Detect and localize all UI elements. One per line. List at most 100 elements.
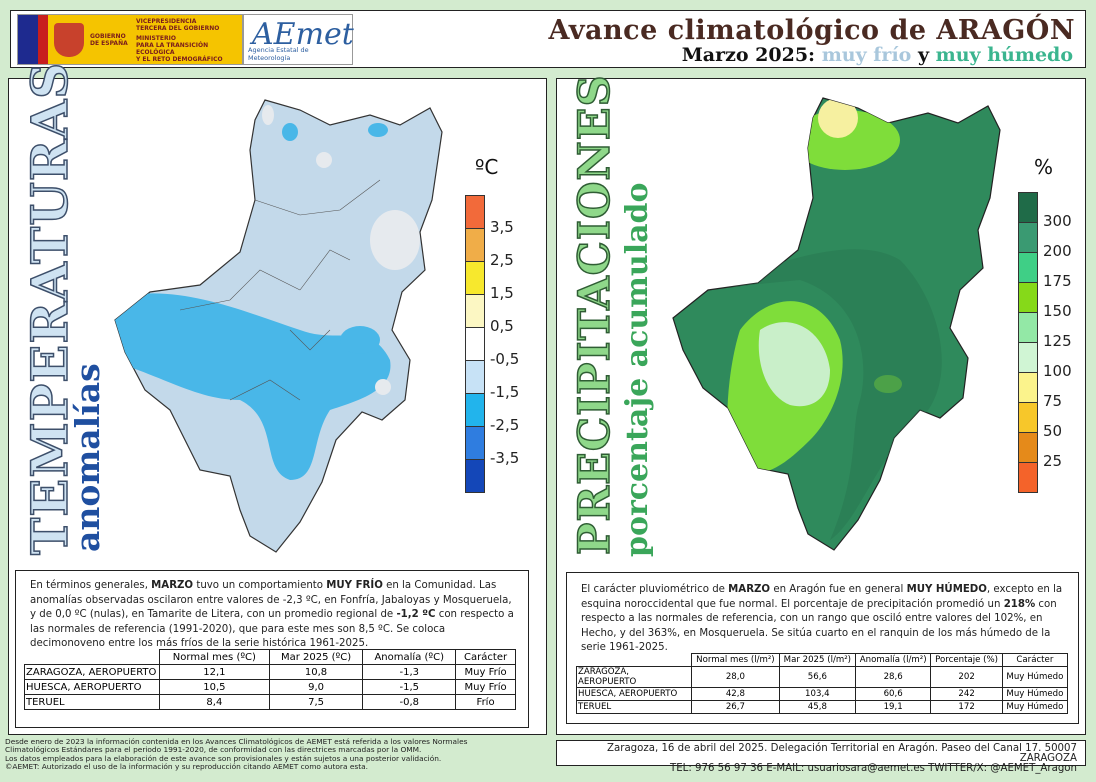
table-cell: Muy Húmedo <box>1001 687 1069 701</box>
contact-footer: Zaragoza, 16 de abril del 2025. Delegaci… <box>556 740 1086 774</box>
table-cell: -1,3 <box>362 664 457 680</box>
ministry-text: VICEPRESIDENCIA TERCERA DEL GOBIERNO MIN… <box>136 18 241 63</box>
table-cell: 172 <box>930 700 1003 714</box>
table-cell: 7,5 <box>268 694 364 710</box>
page-title: Avance climatológico de ARAGÓN <box>548 15 1075 46</box>
table-header: Porcentaje (%) <box>930 653 1003 667</box>
table-cell: 10,5 <box>159 679 270 695</box>
footnote: Desde enero de 2023 la información conte… <box>5 737 468 746</box>
ministry-line: MINISTERIO <box>136 35 176 42</box>
table-cell: 202 <box>930 666 1003 688</box>
legend-swatch <box>465 228 485 262</box>
legend-label: 3,5 <box>490 218 514 236</box>
table-cell: Muy Húmedo <box>1001 666 1069 688</box>
table-cell: 9,0 <box>268 679 364 695</box>
footnote: Los datos empleados para la elaboración … <box>5 753 442 763</box>
table-cell: 12,1 <box>159 664 270 680</box>
table-cell: 19,1 <box>854 700 932 714</box>
legend-label: 75 <box>1043 392 1063 410</box>
footnote: ©AEMET: Autorizado el uso de la informac… <box>5 762 369 772</box>
table-row: TERUEL 26,7 45,8 19,1 172 Muy Húmedo <box>576 700 1069 714</box>
legend-swatch <box>1018 432 1038 463</box>
legend-swatch <box>1018 312 1038 343</box>
legend-unit: % <box>1034 155 1054 179</box>
table-row: HUESCA, AEROPUERTO 10,5 9,0 -1,5 Muy Frío <box>24 679 516 695</box>
table-header: Carácter <box>455 649 516 665</box>
legend-swatch <box>465 294 485 328</box>
eu-flag-icon <box>18 15 38 64</box>
legend-label: -2,5 <box>490 416 520 434</box>
table-cell: 56,6 <box>778 666 856 688</box>
table-row: HUESCA, AEROPUERTO 42,8 103,4 60,6 242 Muy Hú… <box>576 687 1069 701</box>
precipitation-vertical-title: PRECIPITACIONES <box>569 74 621 556</box>
legend-label: 150 <box>1043 302 1072 320</box>
table-header: Normal mes (ºC) <box>159 649 270 665</box>
aemet-logo: AEmet Agencia Estatal de Meteorología <box>243 14 354 65</box>
table-header: Mar 2025 (l/m²) <box>778 653 856 667</box>
precipitation-percentage-map <box>672 97 1001 551</box>
legend-label: 175 <box>1043 272 1072 290</box>
table-cell: Frío <box>455 694 516 710</box>
footer-address: Zaragoza, 16 de abril del 2025. Delegaci… <box>607 743 1077 764</box>
legend-unit: ºC <box>475 155 499 179</box>
legend-swatch <box>1018 222 1038 253</box>
ministry-line: PARA LA TRANSICIÓN ECOLÓGICA <box>136 42 209 56</box>
subtitle-month: Marzo 2025: <box>681 44 816 66</box>
ministry-line: TERCERA DEL GOBIERNO <box>136 25 220 32</box>
precipitation-stations-table: Normal mes (l/m²) Mar 2025 (l/m²) Anomalía… <box>576 653 1069 714</box>
table-cell: Muy Frío <box>455 664 516 680</box>
station-name: HUESCA, AEROPUERTO <box>576 687 692 701</box>
table-cell: 42,8 <box>691 687 780 701</box>
aemet-logo-mark: AEmet <box>252 17 354 52</box>
legend-swatch <box>465 393 485 427</box>
legend-swatch <box>465 195 485 229</box>
ministry-line: VICEPRESIDENCIA <box>136 18 197 25</box>
legend-swatch <box>465 360 485 394</box>
table-cell: 28,6 <box>854 666 932 688</box>
table-cell: Muy Frío <box>455 679 516 695</box>
footnotes: Desde enero de 2023 la información conte… <box>5 737 468 772</box>
legend-swatch <box>1018 372 1038 403</box>
legend-label: -1,5 <box>490 383 520 401</box>
legend-label: 200 <box>1043 242 1072 260</box>
subtitle-wet: muy húmedo <box>935 44 1073 66</box>
temperature-stations-table: Normal mes (ºC) Mar 2025 (ºC) Anomalía (ºC… <box>24 649 516 710</box>
temperature-anomaly-map <box>114 99 443 553</box>
ministry-line: Y EL RETO DEMOGRÁFICO <box>136 56 223 63</box>
legend-label: 25 <box>1043 452 1063 470</box>
table-cell: 26,7 <box>691 700 780 714</box>
station-name: TERUEL <box>24 694 160 710</box>
legend-swatch <box>1018 402 1038 433</box>
legend-swatch <box>465 261 485 295</box>
footer-contact: TEL: 976 56 97 36 E-MAIL: usuariosara@ae… <box>669 763 1077 774</box>
legend-label: 300 <box>1043 212 1072 230</box>
precipitation-vertical-subtitle: porcentaje acumulado <box>620 182 655 557</box>
station-name: ZARAGOZA, AEROPUERTO <box>24 664 160 680</box>
precipitation-summary-text: El carácter pluviométrico de MARZO en Ar… <box>581 584 1063 653</box>
legend-label: 0,5 <box>490 317 514 335</box>
aemet-subtitle: Agencia Estatal de Meteorología <box>248 46 309 62</box>
legend-swatch <box>465 327 485 361</box>
table-cell: Muy Húmedo <box>1001 700 1069 714</box>
table-cell: 60,6 <box>854 687 932 701</box>
station-name: ZARAGOZA, AEROPUERTO <box>576 666 692 688</box>
table-header: Carácter <box>1001 653 1069 667</box>
station-name: HUESCA, AEROPUERTO <box>24 679 160 695</box>
table-header: Normal mes (l/m²) <box>691 653 780 667</box>
table-corner <box>25 650 160 665</box>
legend-swatch <box>1018 462 1038 493</box>
legend-swatch <box>465 426 485 460</box>
temperature-vertical-subtitle: anomalías <box>68 363 107 552</box>
table-cell: -1,5 <box>362 679 457 695</box>
legend-label: 2,5 <box>490 251 514 269</box>
gov-text: GOBIERNO DE ESPAÑA <box>90 33 128 47</box>
legend-swatch <box>1018 252 1038 283</box>
legend-label: 50 <box>1043 422 1063 440</box>
table-header: Mar 2025 (ºC) <box>268 649 364 665</box>
table-cell: 28,0 <box>691 666 780 688</box>
temperature-summary-text: En términos generales, MARZO tuvo un com… <box>30 580 514 649</box>
table-cell: 8,4 <box>159 694 270 710</box>
legend-swatch <box>1018 342 1038 373</box>
legend-swatch <box>465 459 485 493</box>
